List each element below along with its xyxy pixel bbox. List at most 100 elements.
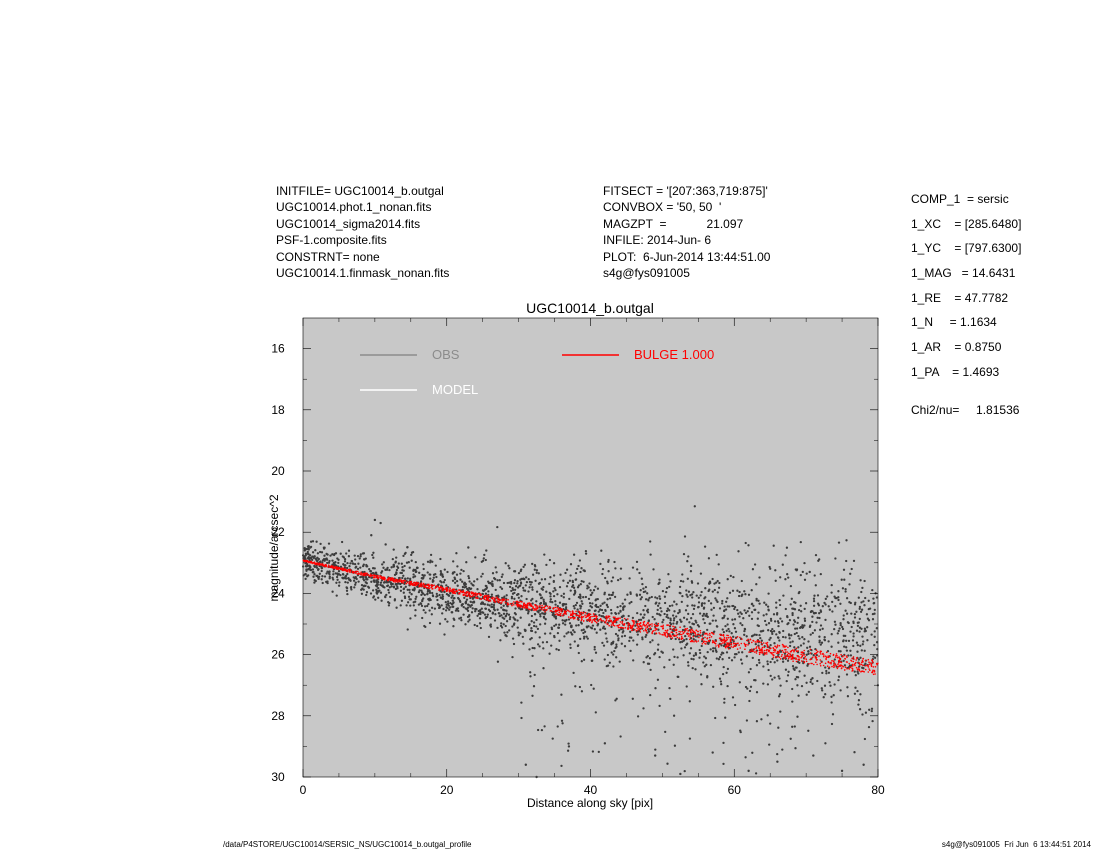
obs-point [569, 563, 573, 566]
obs-point [666, 607, 669, 610]
model-point [681, 630, 683, 633]
model-point [588, 616, 591, 619]
model-point [633, 628, 636, 631]
obs-point [321, 581, 324, 585]
x-tick-label: 40 [584, 783, 598, 797]
obs-point [451, 602, 455, 605]
obs-point [781, 563, 784, 566]
obs-point [348, 578, 351, 581]
obs-point [641, 616, 645, 619]
model-point [775, 656, 777, 658]
obs-point [516, 626, 519, 629]
obs-point [755, 691, 759, 694]
model-point [618, 624, 621, 626]
obs-point [850, 625, 853, 629]
obs-point [753, 608, 756, 612]
model-point [582, 611, 585, 614]
model-point [758, 646, 760, 648]
model-point [838, 659, 840, 662]
obs-point [601, 627, 605, 630]
model-point [631, 619, 634, 622]
obs-point [498, 614, 501, 618]
obs-point [791, 665, 795, 668]
obs-point [593, 628, 596, 631]
model-point [445, 588, 448, 591]
obs-point [708, 582, 711, 585]
obs-point [824, 693, 827, 696]
obs-point [399, 589, 403, 592]
obs-point [414, 600, 417, 603]
model-point [828, 666, 831, 668]
obs-point [485, 584, 488, 588]
obs-point [656, 648, 660, 651]
model-point [737, 642, 739, 644]
obs-point [468, 586, 471, 590]
model-point [701, 635, 703, 637]
obs-point [641, 638, 644, 641]
model-point [633, 620, 635, 622]
obs-point [513, 597, 516, 600]
obs-point [573, 640, 576, 643]
obs-point [793, 620, 797, 623]
model-point [387, 578, 389, 580]
obs-point [795, 627, 799, 630]
obs-point [403, 581, 407, 584]
obs-point [435, 575, 438, 579]
model-point [354, 571, 356, 573]
obs-point [856, 670, 859, 673]
obs-point [733, 703, 737, 707]
obs-point [575, 601, 579, 605]
obs-point [732, 640, 735, 643]
obs-point [769, 617, 773, 621]
model-point [872, 670, 874, 673]
obs-point [618, 660, 621, 663]
obs-point [832, 694, 835, 697]
obs-point [325, 572, 328, 575]
obs-point [704, 587, 707, 590]
obs-point [837, 678, 840, 682]
obs-point [740, 612, 743, 616]
model-point [707, 640, 710, 642]
obs-point [813, 594, 816, 597]
model-point [487, 594, 490, 597]
obs-point [499, 639, 502, 642]
obs-point [420, 593, 423, 597]
obs-point [438, 593, 441, 597]
model-point [763, 653, 766, 656]
model-point [646, 626, 649, 629]
obs-point [610, 612, 613, 615]
obs-point [392, 586, 396, 589]
obs-point [493, 609, 496, 612]
obs-point [843, 578, 846, 581]
model-point [600, 619, 602, 621]
model-point [783, 645, 786, 647]
obs-point [802, 642, 805, 645]
obs-point [826, 595, 829, 598]
obs-point [839, 602, 842, 605]
model-point [584, 611, 587, 614]
model-point [499, 599, 501, 602]
model-point [774, 649, 776, 652]
model-point [585, 616, 587, 618]
model-point [775, 647, 778, 649]
obs-point [383, 586, 386, 589]
model-point [730, 643, 733, 646]
obs-point [313, 555, 316, 558]
obs-point [400, 599, 404, 602]
header-line: UGC10014.phot.1_nonan.fits [276, 200, 432, 215]
obs-point [621, 602, 624, 605]
obs-point [659, 606, 662, 610]
obs-point [870, 633, 873, 636]
model-point [511, 602, 514, 605]
model-point [349, 571, 351, 574]
obs-point [762, 682, 765, 685]
model-point [728, 644, 730, 647]
model-point [469, 594, 471, 597]
obs-point [775, 633, 778, 636]
obs-point [613, 595, 617, 599]
obs-point [825, 669, 828, 673]
obs-point [847, 654, 850, 657]
obs-point [801, 624, 804, 627]
obs-point [335, 575, 339, 579]
obs-point [731, 618, 734, 621]
